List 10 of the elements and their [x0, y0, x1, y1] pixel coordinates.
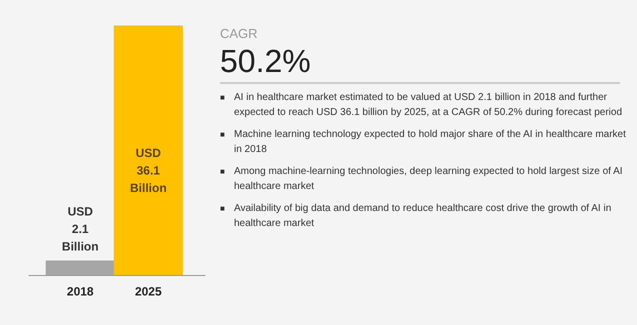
data-label: USD 36.1 Billion	[130, 146, 167, 195]
x-tick-label: 2018	[66, 284, 94, 298]
text: ■ AI in healthcare market estimated to be valued at USD 2.1 billion in 2018 and further expected to reach USD 36.1 billion by 2025, at a CAGR of 50.2% during forecast period	[220, 90, 624, 120]
x-tick-label: 2025	[134, 284, 162, 298]
text: CAGR	[220, 25, 259, 43]
text: 50.2%	[220, 42, 312, 79]
text: ■ Availability of big data and demand to reduce healthcare cost drive the growth of AI in healthcare market	[220, 202, 612, 231]
text: ■ Machine learning technology expected to hold major share of the AI in healthcare market in 2018	[220, 128, 626, 157]
data-label: USD 2.1 Billion	[62, 204, 99, 254]
text: ■ Among machine-learning technologies, deep learning expected to hold largest size of AI healthcare market	[220, 164, 624, 194]
